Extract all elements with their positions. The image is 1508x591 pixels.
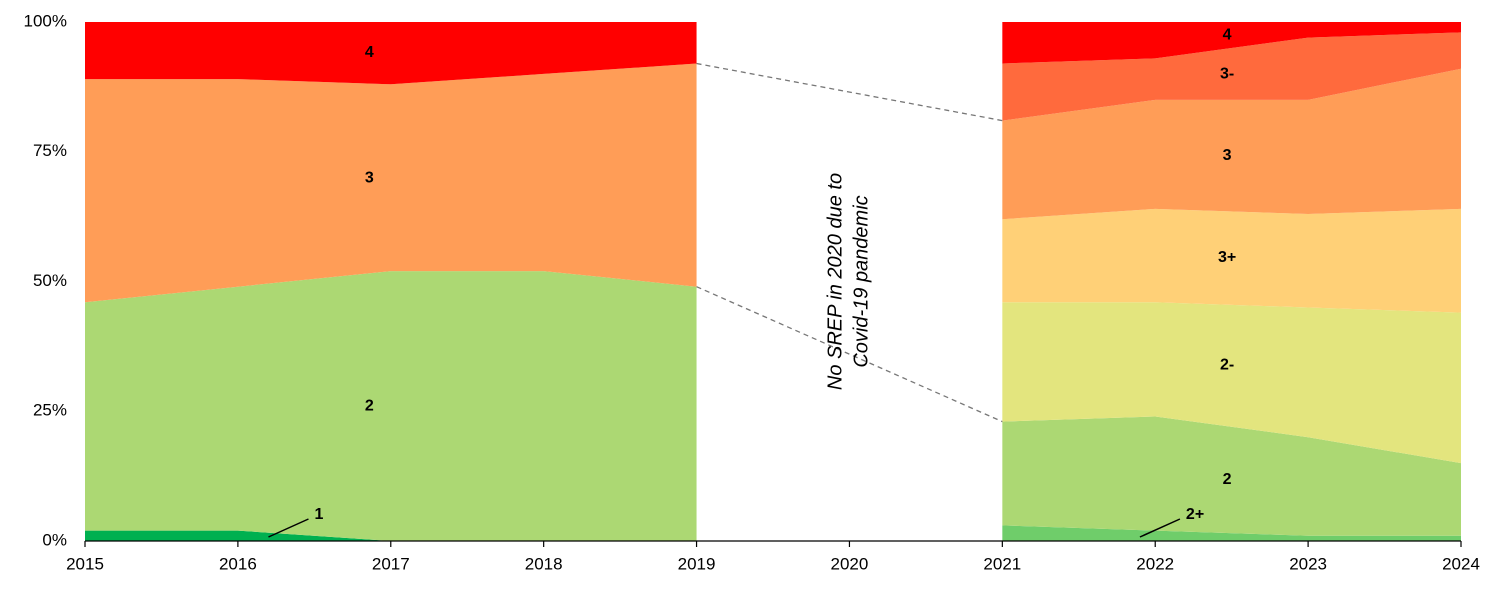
connector <box>696 286 1003 423</box>
x-tick-label: 2023 <box>1289 554 1327 573</box>
area-label: 4 <box>365 44 374 61</box>
y-tick-label: 75% <box>33 141 67 160</box>
area <box>85 63 697 303</box>
y-tick-label: 25% <box>33 401 67 420</box>
x-tick-label: 2017 <box>372 554 410 573</box>
area <box>85 271 697 541</box>
connector <box>696 62 1003 122</box>
area <box>1002 22 1461 64</box>
y-tick-label: 0% <box>42 530 67 549</box>
area <box>1002 525 1461 541</box>
area-label: 4 <box>1223 27 1232 44</box>
area <box>85 530 697 541</box>
area-label: 1 <box>314 506 323 523</box>
area-label: 2- <box>1220 357 1234 374</box>
leader-line <box>1139 518 1181 538</box>
x-tick-label: 2020 <box>831 554 869 573</box>
area-label: 2+ <box>1186 506 1204 523</box>
annotation-line: No SREP in 2020 due to <box>825 173 847 390</box>
area <box>1002 32 1461 121</box>
area-label: 3 <box>1223 147 1232 164</box>
area <box>1002 68 1461 220</box>
area-label: 2 <box>1223 471 1232 488</box>
area-label: 2 <box>365 398 374 415</box>
leader-line <box>268 518 309 538</box>
area-label: 3+ <box>1218 249 1236 266</box>
area <box>1002 208 1461 313</box>
x-tick-label: 2018 <box>525 554 563 573</box>
area-label: 3 <box>365 170 374 187</box>
area-label: 3- <box>1220 65 1234 82</box>
annotation: No SREP in 2020 due to Covid-19 pandemic <box>825 173 873 390</box>
area <box>1002 416 1461 536</box>
x-tick-label: 2019 <box>678 554 716 573</box>
y-tick-label: 100% <box>24 11 67 30</box>
x-tick-label: 2021 <box>983 554 1021 573</box>
areas <box>85 22 1461 541</box>
x-tick-label: 2022 <box>1136 554 1174 573</box>
x-tick-label: 2024 <box>1442 554 1480 573</box>
annotation-line: Covid-19 pandemic <box>851 195 873 367</box>
x-tick-label: 2015 <box>66 554 104 573</box>
x-tick-label: 2016 <box>219 554 257 573</box>
area <box>85 22 697 85</box>
y-tick-label: 50% <box>33 271 67 290</box>
area <box>1002 302 1461 464</box>
